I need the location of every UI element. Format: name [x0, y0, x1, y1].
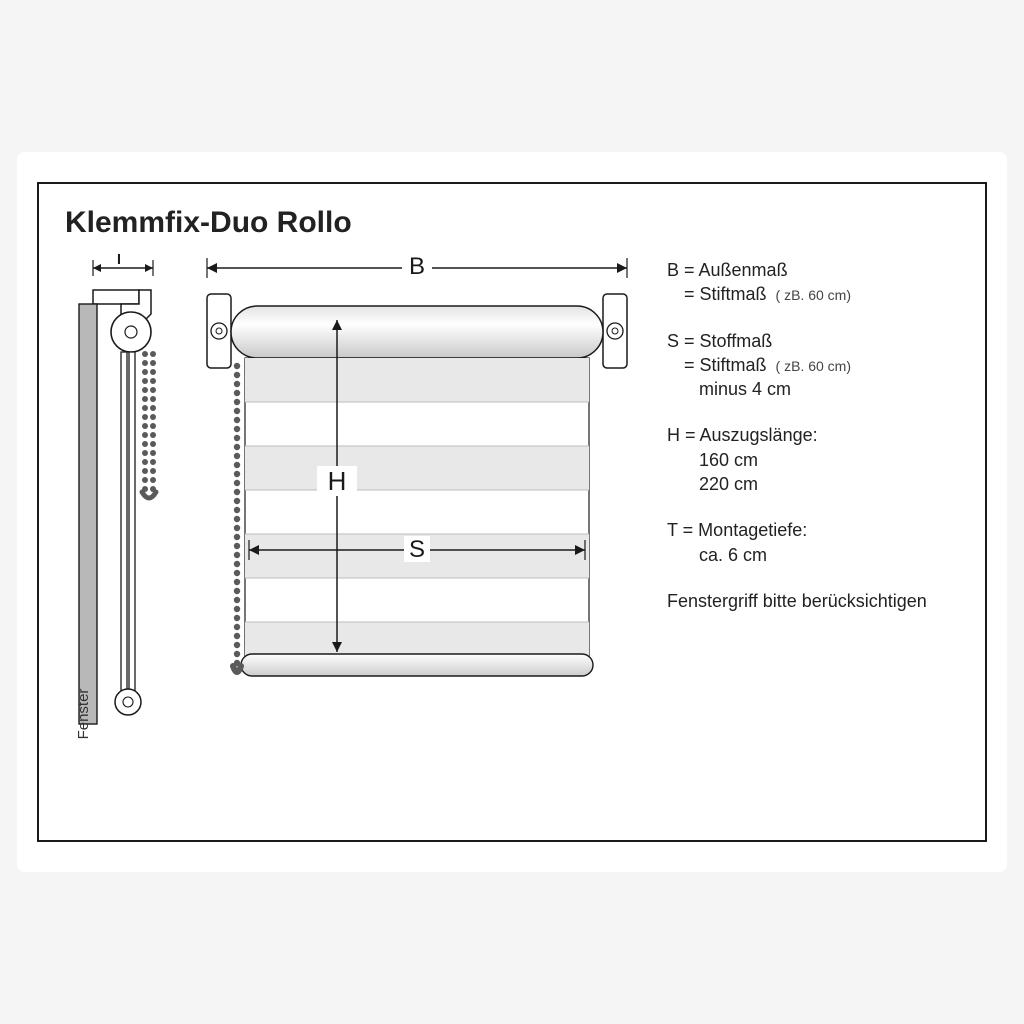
bracket-right [603, 294, 627, 368]
legend-H: H = Auszugslänge: 160 cm 220 cm [667, 423, 959, 496]
fabric-side [115, 352, 141, 715]
legend-T-line1: T = Montagetiefe: [667, 518, 959, 542]
chain-side [142, 351, 156, 498]
front-view-svg: B [197, 254, 637, 754]
front-view-column: B [197, 254, 637, 810]
legend-B-line2: = Stiftmaß ( zB. 60 cm) [667, 282, 959, 306]
diagram-content: T Fenster [65, 254, 959, 810]
fabric-front [245, 358, 589, 658]
card: Klemmfix-Duo Rollo T [17, 152, 1007, 872]
bottom-bar [241, 654, 593, 676]
fenster-label: Fenster [75, 689, 92, 740]
mount-bracket [93, 290, 151, 352]
legend-column: B = Außenmaß = Stiftmaß ( zB. 60 cm) S =… [659, 254, 959, 810]
chain-front [233, 363, 241, 672]
legend-S-line1: S = Stoffmaß [667, 329, 959, 353]
legend-H-line2: 160 cm [667, 448, 959, 472]
label-B: B [409, 254, 425, 280]
legend-note: Fenstergriff bitte berücksichtigen [667, 589, 959, 613]
legend-T-line2: ca. 6 cm [667, 543, 959, 567]
legend-H-line1: H = Auszugslänge: [667, 423, 959, 447]
roller-tube [231, 306, 603, 358]
label-S: S [409, 536, 425, 563]
label-H: H [328, 466, 347, 496]
bracket-left [207, 294, 231, 368]
diagram-frame: Klemmfix-Duo Rollo T [37, 182, 987, 842]
legend-S-line3: minus 4 cm [667, 377, 959, 401]
legend-S-line2: = Stiftmaß ( zB. 60 cm) [667, 353, 959, 377]
dim-T: T [93, 254, 153, 276]
dim-B: B [207, 254, 627, 280]
legend-T: T = Montagetiefe: ca. 6 cm [667, 518, 959, 567]
diagram-title: Klemmfix-Duo Rollo [65, 206, 959, 240]
label-T: T [112, 254, 125, 269]
fenster-bar: Fenster [75, 304, 97, 739]
legend-B-line1: B = Außenmaß [667, 258, 959, 282]
side-view-column: T Fenster [65, 254, 175, 810]
legend-S: S = Stoffmaß = Stiftmaß ( zB. 60 cm) min… [667, 329, 959, 402]
side-view-svg: T Fenster [65, 254, 175, 754]
legend-H-line3: 220 cm [667, 472, 959, 496]
legend-B: B = Außenmaß = Stiftmaß ( zB. 60 cm) [667, 258, 959, 307]
